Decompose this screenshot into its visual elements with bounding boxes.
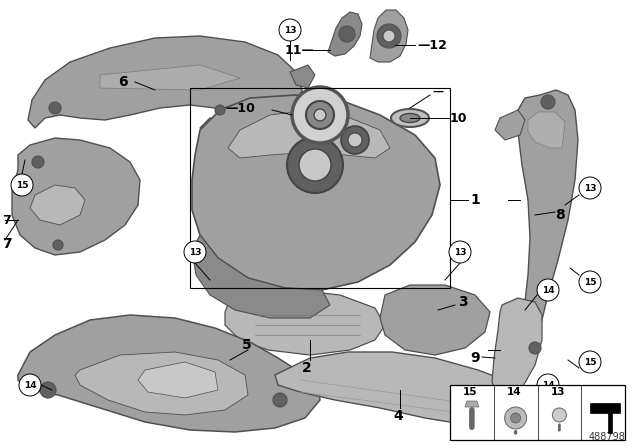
Bar xyxy=(190,88,450,288)
Text: 13: 13 xyxy=(454,247,467,257)
Circle shape xyxy=(529,342,541,354)
Circle shape xyxy=(287,137,343,193)
Text: 2: 2 xyxy=(302,361,312,375)
Circle shape xyxy=(292,87,348,143)
Text: 15: 15 xyxy=(16,181,28,190)
Circle shape xyxy=(579,351,601,373)
Circle shape xyxy=(579,177,601,199)
Circle shape xyxy=(348,133,362,147)
Text: 6: 6 xyxy=(118,75,127,89)
Polygon shape xyxy=(30,185,85,225)
Text: 13: 13 xyxy=(550,387,565,397)
Polygon shape xyxy=(12,138,140,255)
Polygon shape xyxy=(590,403,620,433)
Ellipse shape xyxy=(400,113,420,122)
Polygon shape xyxy=(528,112,565,148)
Polygon shape xyxy=(228,110,390,158)
Circle shape xyxy=(299,149,331,181)
Text: 8: 8 xyxy=(555,208,564,222)
Polygon shape xyxy=(328,12,362,56)
Circle shape xyxy=(32,156,44,168)
Text: 4: 4 xyxy=(393,409,403,423)
Polygon shape xyxy=(28,36,302,140)
Polygon shape xyxy=(465,401,479,407)
Circle shape xyxy=(377,24,401,48)
Circle shape xyxy=(49,102,61,114)
Polygon shape xyxy=(192,95,440,290)
Text: 15: 15 xyxy=(463,387,477,397)
Text: 3: 3 xyxy=(458,295,468,309)
Polygon shape xyxy=(100,65,240,90)
Circle shape xyxy=(511,413,520,423)
Polygon shape xyxy=(192,235,330,318)
Text: 13: 13 xyxy=(584,184,596,193)
Ellipse shape xyxy=(391,109,429,127)
Text: 488798: 488798 xyxy=(588,432,625,442)
Text: 14: 14 xyxy=(541,285,554,294)
Text: —10: —10 xyxy=(225,102,255,115)
Text: 13: 13 xyxy=(284,26,296,34)
Text: 15: 15 xyxy=(584,277,596,287)
Text: 10: 10 xyxy=(450,112,467,125)
Circle shape xyxy=(541,95,555,109)
Bar xyxy=(450,385,625,440)
Polygon shape xyxy=(370,10,408,62)
Text: 7: 7 xyxy=(2,237,12,251)
Circle shape xyxy=(314,109,326,121)
Circle shape xyxy=(40,382,56,398)
Text: —12: —12 xyxy=(417,39,447,52)
Circle shape xyxy=(273,393,287,407)
Circle shape xyxy=(537,279,559,301)
Text: 13: 13 xyxy=(189,247,201,257)
Circle shape xyxy=(215,105,225,115)
Text: 9: 9 xyxy=(470,351,479,365)
Polygon shape xyxy=(275,352,548,428)
Text: 7: 7 xyxy=(2,214,11,227)
Text: 5: 5 xyxy=(242,338,252,352)
Circle shape xyxy=(449,241,471,263)
Text: 14: 14 xyxy=(24,380,36,389)
Polygon shape xyxy=(225,290,385,355)
Circle shape xyxy=(306,101,334,129)
Polygon shape xyxy=(75,352,248,415)
Text: —: — xyxy=(432,87,443,97)
Text: 14: 14 xyxy=(541,380,554,389)
Polygon shape xyxy=(18,315,320,432)
Circle shape xyxy=(279,19,301,41)
Circle shape xyxy=(53,240,63,250)
Polygon shape xyxy=(290,65,315,88)
Circle shape xyxy=(339,26,355,42)
Polygon shape xyxy=(380,285,490,355)
Polygon shape xyxy=(518,90,578,360)
Text: 11—: 11— xyxy=(285,43,315,56)
Circle shape xyxy=(184,241,206,263)
Circle shape xyxy=(19,374,41,396)
Circle shape xyxy=(552,408,566,422)
Text: 1: 1 xyxy=(470,193,480,207)
Circle shape xyxy=(537,374,559,396)
Circle shape xyxy=(579,271,601,293)
Circle shape xyxy=(341,126,369,154)
Text: 15: 15 xyxy=(584,358,596,366)
Circle shape xyxy=(504,407,527,429)
Circle shape xyxy=(383,30,395,42)
Polygon shape xyxy=(138,362,218,398)
Text: 14: 14 xyxy=(507,387,522,397)
Polygon shape xyxy=(492,298,542,398)
Circle shape xyxy=(11,174,33,196)
Polygon shape xyxy=(495,110,525,140)
